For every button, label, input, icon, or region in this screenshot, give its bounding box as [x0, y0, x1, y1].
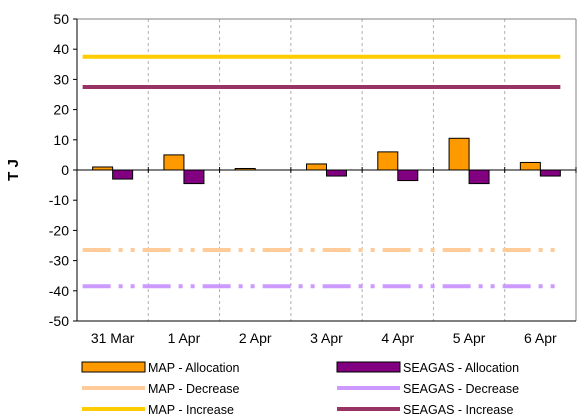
y-tick-label: -50 — [49, 313, 69, 329]
x-tick-labels: 31 Mar 1 Apr 2 Apr 3 Apr 4 Apr 5 Apr 6 Apr — [91, 330, 557, 346]
y-tick-label: 0 — [61, 162, 69, 178]
bar — [326, 169, 347, 177]
legend-swatch — [81, 361, 146, 373]
y-tick-label: -10 — [49, 192, 69, 208]
x-tick-label: 6 Apr — [524, 330, 557, 346]
legend-label: MAP - Decrease — [148, 382, 240, 396]
x-tick-label: 4 Apr — [381, 330, 414, 346]
y-tick-label: 10 — [53, 132, 69, 148]
legend-item: MAP - Increase — [82, 403, 234, 417]
x-tick-label: 5 Apr — [453, 330, 486, 346]
bar — [468, 169, 490, 185]
x-tick-label: 31 Mar — [91, 330, 135, 346]
legend-label: SEAGAS - Decrease — [403, 382, 519, 396]
x-tick-label: 1 Apr — [168, 330, 201, 346]
legend-item: SEAGAS - Increase — [337, 403, 514, 417]
reference-lines — [82, 54, 561, 289]
bar — [539, 169, 561, 177]
bar — [397, 169, 419, 182]
bar — [519, 161, 541, 171]
legend-label: MAP - Increase — [148, 403, 234, 417]
legend-item: MAP - Decrease — [82, 382, 240, 396]
legend-swatch — [336, 361, 401, 373]
y-tick-label: 50 — [53, 11, 69, 27]
y-tick-label: -30 — [49, 253, 69, 269]
bar — [306, 163, 327, 171]
y-tick-label: -40 — [49, 283, 69, 299]
x-tick-label: 2 Apr — [239, 330, 272, 346]
x-tick-label: 3 Apr — [310, 330, 343, 346]
legend-item: SEAGAS - Decrease — [337, 382, 519, 396]
bar — [448, 137, 470, 171]
legend-label: MAP - Allocation — [148, 361, 240, 375]
legend-label: SEAGAS - Allocation — [403, 361, 519, 375]
bar — [377, 151, 399, 171]
y-axis-label: T J — [5, 159, 22, 181]
y-tick-label: -20 — [49, 222, 69, 238]
legend: MAP - Allocation SEAGAS - Allocation MAP -… — [81, 361, 519, 417]
bar — [163, 154, 185, 171]
axes — [73, 18, 577, 322]
legend-label: SEAGAS - Increase — [403, 403, 514, 417]
y-tick-labels: 50 40 30 20 10 0 -10 -20 -30 -40 -50 — [49, 11, 69, 329]
bar — [112, 169, 134, 180]
legend-item: SEAGAS - Allocation — [336, 361, 519, 375]
y-tick-label: 20 — [53, 102, 69, 118]
y-tick-label: 40 — [53, 41, 69, 57]
legend-item: MAP - Allocation — [81, 361, 240, 375]
y-tick-label: 30 — [53, 71, 69, 87]
bar — [183, 169, 205, 185]
